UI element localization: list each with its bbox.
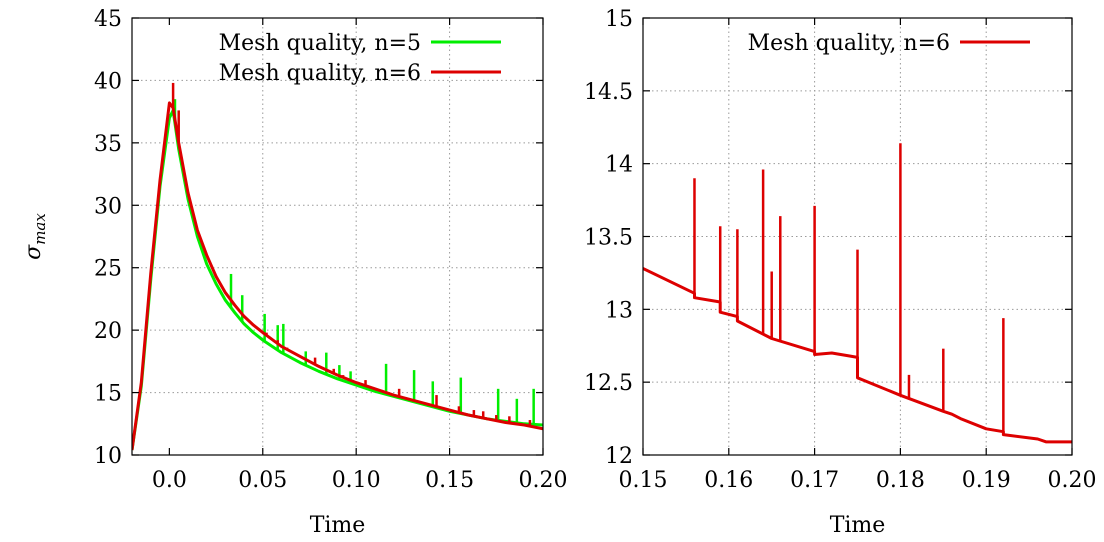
right-y-tick-label: 13 [605, 298, 633, 323]
left-x-tick-label: 0.05 [238, 468, 287, 493]
right-x-tick-label: 0.20 [1048, 468, 1097, 493]
left-y-tick-label: 10 [94, 444, 122, 469]
right-series-1-line [643, 267, 1072, 444]
left-y-tick-label: 35 [94, 132, 122, 157]
left-x-tick-label: 0.0 [152, 468, 187, 493]
right-x-tick-label: 0.15 [619, 468, 668, 493]
left-y-axis-label: σmax [21, 213, 49, 260]
right-y-tick-label: 14 [605, 153, 633, 178]
right-x-tick-label: 0.17 [790, 468, 839, 493]
right-y-tick-label: 15 [605, 7, 633, 32]
left-series-1-line [132, 108, 543, 451]
right-chart: 0.15 0.16 0.17 0.18 0.19 0.20 12 12.5 13 13.5 14 14… [584, 7, 1096, 538]
right-x-tick-label: 0.19 [962, 468, 1011, 493]
left-legend-1-label: Mesh quality, n=5 [219, 31, 421, 56]
right-legend-1-label: Mesh quality, n=6 [748, 31, 950, 56]
left-x-tick-label: 0.15 [425, 468, 474, 493]
right-x-tick-label: 0.18 [876, 468, 925, 493]
right-x-axis-label: Time [830, 513, 886, 538]
right-y-tick-label: 14.5 [584, 80, 633, 105]
left-plot-frame [131, 17, 544, 456]
right-y-tick-label: 12 [605, 444, 633, 469]
left-x-axis-label: Time [310, 513, 366, 538]
left-legend-2-label: Mesh quality, n=6 [219, 61, 421, 86]
left-series-2-line [132, 101, 543, 451]
right-y-tick-label: 13.5 [584, 226, 633, 251]
left-y-tick-label: 45 [94, 7, 122, 32]
left-y-tick-label: 30 [94, 194, 122, 219]
right-y-tick-label: 12.5 [584, 371, 633, 396]
left-y-tick-label: 15 [94, 382, 122, 407]
left-y-tick-label: 40 [94, 69, 122, 94]
left-y-tick-label: 25 [94, 257, 122, 282]
left-x-tick-label: 0.10 [332, 468, 381, 493]
left-y-tick-label: 20 [94, 319, 122, 344]
right-x-tick-label: 0.16 [704, 468, 753, 493]
left-x-tick-label: 0.20 [519, 468, 568, 493]
left-chart: 0.0 0.05 0.10 0.15 0.20 10 15 20 25 30 35 40 45 Mesh… [21, 7, 567, 538]
